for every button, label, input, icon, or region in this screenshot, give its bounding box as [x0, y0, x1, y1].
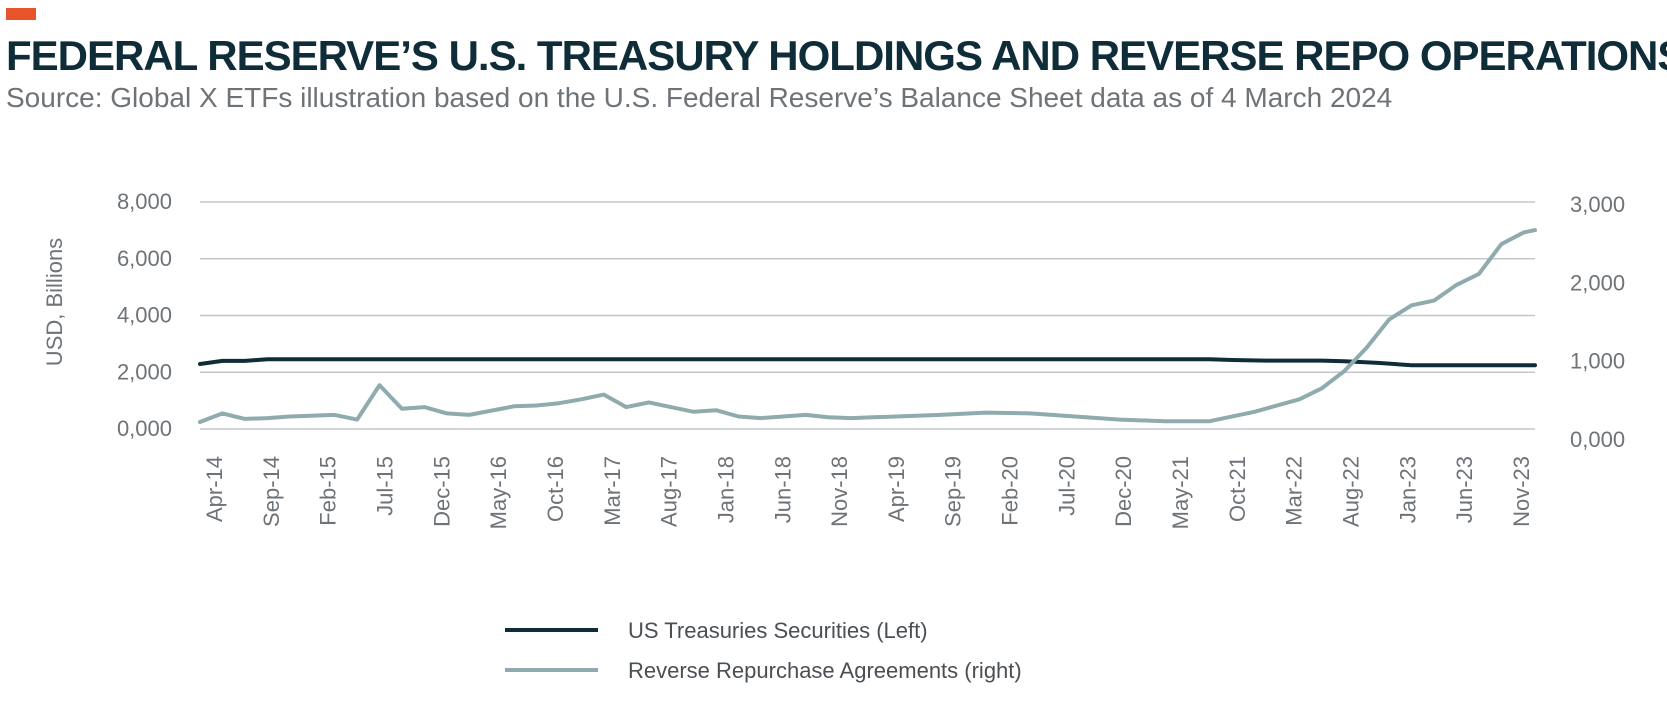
x-tick-label: May-21 [1168, 456, 1193, 529]
x-tick-label: Oct-21 [1225, 456, 1250, 522]
x-tick-label: Jan-23 [1395, 456, 1420, 523]
chart-title: FEDERAL RESERVE’S U.S. TREASURY HOLDINGS… [6, 32, 1667, 79]
x-tick-label: Aug-17 [657, 456, 682, 527]
x-tick-label: Sep-19 [941, 456, 966, 527]
right-tick-label: 1,000 [1570, 349, 1625, 374]
series-line-us-treasuries [198, 357, 1537, 368]
x-tick-label: Jan-18 [713, 456, 738, 523]
x-tick-label: Jun-23 [1452, 456, 1477, 523]
left-tick-label: 8,000 [117, 189, 172, 214]
right-tick-label: 2,000 [1570, 270, 1625, 295]
accent-bar [6, 8, 36, 20]
x-tick-label: Feb-20 [998, 456, 1023, 526]
x-tick-label: Oct-16 [543, 456, 568, 522]
series-line-reverse-repo [198, 228, 1537, 424]
x-tick-label: Dec-15 [429, 456, 454, 527]
x-tick-label: May-16 [486, 456, 511, 529]
x-tick-label: Jun-18 [770, 456, 795, 523]
left-tick-label: 4,000 [117, 303, 172, 328]
x-tick-label: Dec-20 [1111, 456, 1136, 527]
x-tick-label: Mar-17 [600, 456, 625, 526]
x-tick-label: Aug-22 [1339, 456, 1364, 527]
left-axis-ticks: 8,000 6,000 4,000 2,000 0,000 [117, 189, 172, 441]
left-tick-label: 2,000 [117, 359, 172, 384]
right-axis-ticks: 3,000 2,000 1,000 0,000 [1570, 192, 1625, 452]
x-tick-label: Mar-22 [1282, 456, 1307, 526]
chart-subtitle: Source: Global X ETFs illustration based… [6, 82, 1393, 113]
x-tick-label: Nov-18 [827, 456, 852, 527]
left-tick-label: 6,000 [117, 246, 172, 271]
legend: US Treasuries Securities (Left) Reverse R… [505, 618, 1022, 683]
right-tick-label: 3,000 [1570, 192, 1625, 217]
x-tick-label: Jul-15 [372, 456, 397, 516]
gridlines [200, 201, 1535, 430]
right-tick-label: 0,000 [1570, 427, 1625, 452]
legend-label: US Treasuries Securities (Left) [628, 618, 928, 643]
x-tick-label: Feb-15 [316, 456, 341, 526]
legend-label: Reverse Repurchase Agreements (right) [628, 658, 1022, 683]
left-tick-label: 0,000 [117, 416, 172, 441]
x-tick-label: Nov-23 [1509, 456, 1534, 527]
x-tick-label: Jul-20 [1054, 456, 1079, 516]
x-axis-ticks: Apr-14 Sep-14 Feb-15 Jul-15 Dec-15 May-16 Oct-… [202, 456, 1534, 529]
x-tick-label: Sep-14 [259, 456, 284, 527]
y-axis-title: USD, Billions [42, 238, 67, 366]
x-tick-label: Apr-14 [202, 456, 227, 522]
series-lines [198, 228, 1537, 424]
x-tick-label: Apr-19 [884, 456, 909, 522]
